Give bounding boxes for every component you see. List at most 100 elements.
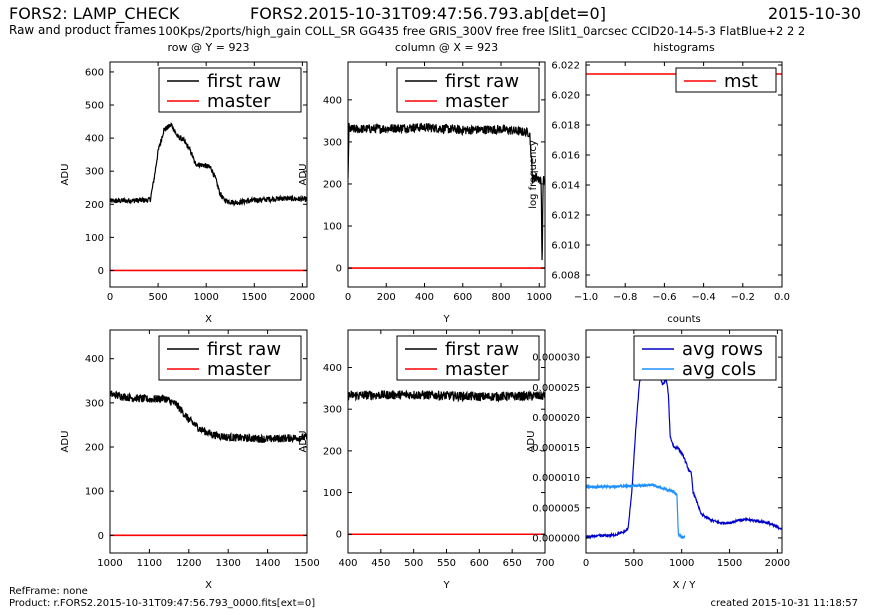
header-instrument-title: FORS2: LAMP_CHECK xyxy=(9,4,180,23)
header-date: 2015-10-30 xyxy=(768,4,861,23)
y-tick-label: 100 xyxy=(85,487,104,498)
y-tick-label: 0.000020 xyxy=(532,413,580,424)
legend-box xyxy=(675,67,777,93)
x-tick-label: 550 xyxy=(437,558,456,569)
y-tick-label: 200 xyxy=(323,179,342,190)
legend-label: avg rows xyxy=(682,339,763,360)
legend-label: avg cols xyxy=(682,359,756,380)
x-tick-label: −0.4 xyxy=(691,292,715,303)
y-tick-label: 200 xyxy=(85,200,104,211)
y-tick-label: 200 xyxy=(323,446,342,457)
y-tick-label: 100 xyxy=(323,222,342,233)
y-tick-label: 6.008 xyxy=(551,271,580,282)
series-line-first-raw xyxy=(110,122,307,207)
x-axis-label: Y xyxy=(442,314,450,325)
y-tick-label: 6.012 xyxy=(551,211,580,222)
y-tick-label: 300 xyxy=(323,137,342,148)
legend: mst xyxy=(675,67,777,93)
x-tick-label: 1200 xyxy=(176,558,201,569)
chart-title: column @ X = 923 xyxy=(395,41,498,54)
chart-panel-3: −1.0 −0.8 −0.6 −0.4 −0.2 0.0 6.008 6.010 6.012 6.… xyxy=(528,41,790,325)
footer-refframe: RefFrame: none xyxy=(9,586,88,597)
x-tick-label: 500 xyxy=(404,558,423,569)
axes-frame xyxy=(585,61,783,288)
x-tick-label: 1000 xyxy=(669,558,694,569)
axes-frame xyxy=(347,61,546,288)
y-tick-label: 0 xyxy=(98,266,104,277)
series-line-first-raw xyxy=(348,122,545,261)
y-tick-label: 100 xyxy=(323,488,342,499)
x-tick-label: 1500 xyxy=(294,558,319,569)
legend-label: master xyxy=(445,91,509,112)
chart-panel-1: 0 500 1000 1500 2000 0 100 200 300 400 500 600 row @… xyxy=(60,41,315,325)
x-axis-label: counts xyxy=(667,314,700,325)
chart-title: histograms xyxy=(653,41,715,54)
y-axis-label: ADU xyxy=(526,431,537,453)
chart-title: row @ Y = 923 xyxy=(168,41,250,54)
axes-frame xyxy=(109,329,308,554)
y-tick-label: 400 xyxy=(85,354,104,365)
y-tick-label: 0.000025 xyxy=(532,383,580,394)
legend-label: first raw xyxy=(445,71,519,92)
x-tick-label: 450 xyxy=(371,558,390,569)
axes-frame xyxy=(585,329,783,554)
x-tick-label: −0.6 xyxy=(652,292,676,303)
x-tick-label: 1000 xyxy=(193,292,218,303)
x-tick-label: 500 xyxy=(624,558,643,569)
x-tick-label: 200 xyxy=(377,292,396,303)
x-tick-label: 0.0 xyxy=(774,292,790,303)
legend-box xyxy=(396,335,540,381)
x-tick-label: 1500 xyxy=(717,558,742,569)
series-line-first-raw xyxy=(110,390,307,444)
x-tick-label: 600 xyxy=(453,292,472,303)
header-subtitle: Raw and product frames xyxy=(9,23,157,37)
y-tick-label: 0 xyxy=(336,530,342,541)
header-file-title: FORS2.2015-10-31T09:47:56.793.ab[det=0] xyxy=(250,4,606,23)
y-tick-label: 100 xyxy=(85,233,104,244)
axes-frame xyxy=(109,61,308,288)
chart-panel-4: 1000 1100 1200 1300 1400 1500 0 100 200 300 400 X AD… xyxy=(60,329,320,591)
y-tick-label: 500 xyxy=(85,101,104,112)
x-tick-label: 400 xyxy=(338,558,357,569)
y-tick-label: 0.000005 xyxy=(532,503,580,514)
legend-label: master xyxy=(445,359,509,380)
x-tick-label: 700 xyxy=(535,558,554,569)
legend-label: mst xyxy=(724,71,758,92)
y-tick-label: 0.000030 xyxy=(532,353,580,364)
chart-panel-6: 0 500 1000 1500 2000 0.000000 0.000005 0.000010… xyxy=(526,329,790,591)
x-tick-label: 0 xyxy=(583,558,589,569)
y-tick-label: 6.016 xyxy=(551,151,580,162)
header-setup-string: 100Kps/2ports/high_gain COLL_SR GG435 fr… xyxy=(158,24,806,38)
y-tick-label: 6.018 xyxy=(551,121,580,132)
y-axis-label: ADU xyxy=(60,164,71,186)
y-tick-label: 6.020 xyxy=(551,91,580,102)
x-axis-label: X / Y xyxy=(673,580,697,591)
x-tick-label: 0 xyxy=(107,292,113,303)
y-tick-label: 0.000015 xyxy=(532,443,580,454)
x-tick-label: 1400 xyxy=(255,558,280,569)
x-tick-label: −1.0 xyxy=(574,292,598,303)
legend-box xyxy=(158,67,302,113)
x-tick-label: 1000 xyxy=(527,292,552,303)
y-tick-label: 400 xyxy=(323,95,342,106)
legend-box xyxy=(396,67,540,113)
legend-label: master xyxy=(207,91,271,112)
y-tick-label: 6.014 xyxy=(551,181,580,192)
y-tick-label: 6.010 xyxy=(551,241,580,252)
x-axis-label: X xyxy=(205,580,212,591)
legend-label: first raw xyxy=(207,71,281,92)
legend-label: master xyxy=(207,359,271,380)
legend-label: first raw xyxy=(207,339,281,360)
x-tick-label: −0.8 xyxy=(613,292,637,303)
y-axis-label: ADU xyxy=(298,164,309,186)
legend-box xyxy=(633,335,777,381)
footer-product: Product: r.FORS2.2015-10-31T09:47:56.793… xyxy=(9,598,316,609)
y-tick-label: 600 xyxy=(85,67,104,78)
y-tick-label: 0 xyxy=(98,531,104,542)
x-tick-label: 650 xyxy=(503,558,522,569)
